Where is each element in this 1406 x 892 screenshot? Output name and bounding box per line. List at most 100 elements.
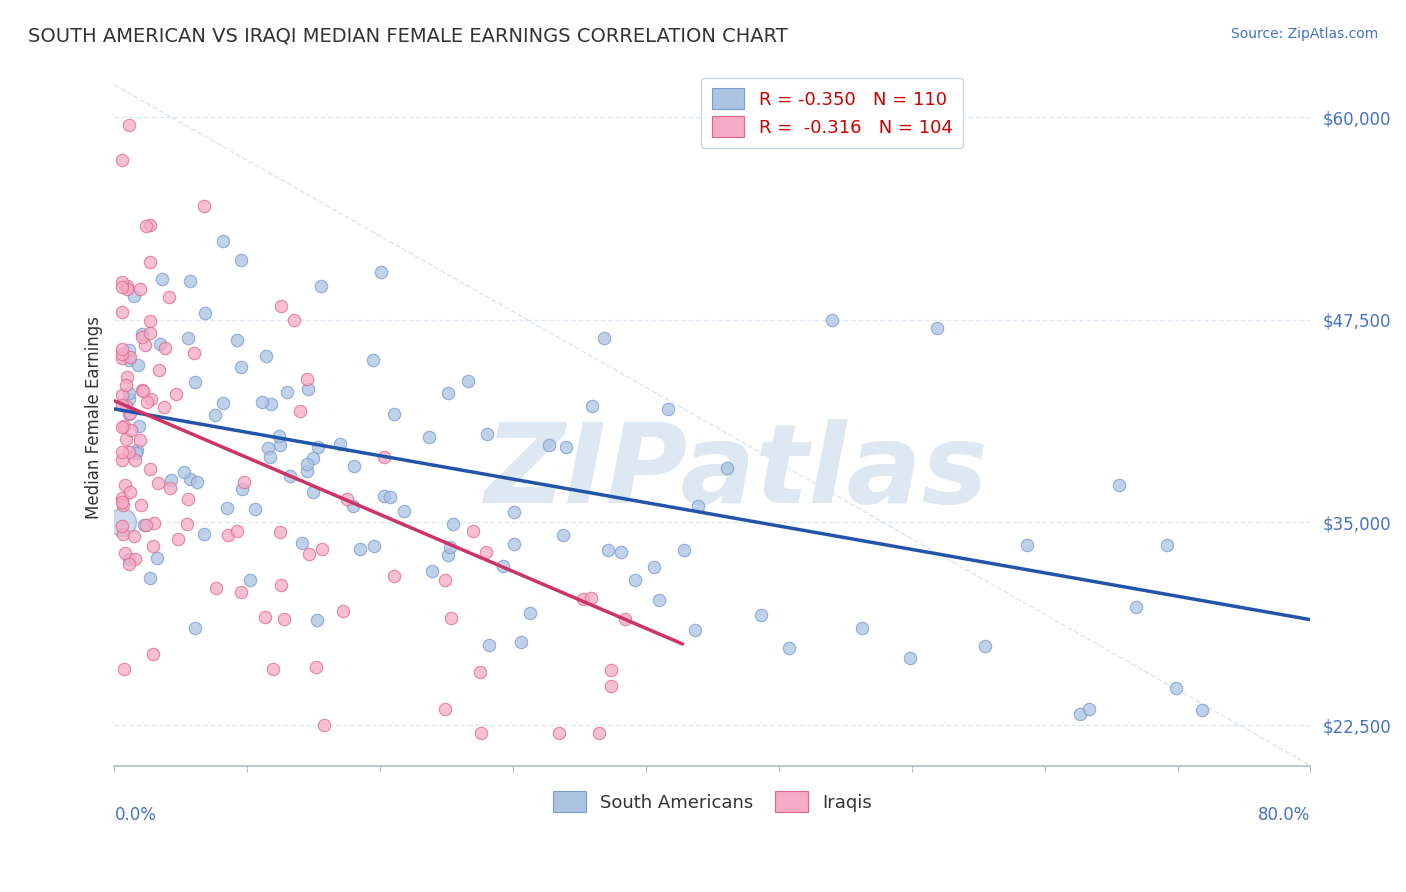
Point (204, 409, 226, 423)
Point (474, 545, 496, 559)
Point (257, 441, 280, 455)
Point (439, 540, 461, 554)
Point (302, 450, 325, 465)
Point (118, 353, 141, 368)
Point (118, 557, 141, 571)
Point (270, 577, 292, 591)
Point (124, 453, 146, 467)
Point (115, 281, 138, 295)
Point (146, 476, 169, 491)
Point (290, 536, 312, 550)
Point (269, 429, 291, 443)
Point (440, 610, 463, 624)
Point (232, 475, 254, 489)
Point (139, 314, 162, 328)
Point (112, 527, 135, 541)
Point (253, 610, 276, 624)
Point (311, 278, 333, 293)
Point (254, 350, 277, 364)
Point (307, 440, 329, 454)
Point (139, 218, 162, 232)
Point (821, 312, 844, 326)
Point (420, 564, 443, 578)
Point (1125, 599, 1147, 614)
Point (378, 490, 401, 504)
Point (111, 351, 134, 366)
Point (1108, 477, 1130, 491)
Point (142, 648, 165, 662)
Point (122, 529, 145, 543)
Point (111, 398, 134, 412)
Point (643, 559, 665, 574)
Point (111, 453, 134, 467)
Point (160, 473, 183, 487)
Point (307, 613, 329, 627)
Point (153, 341, 176, 355)
Point (129, 498, 152, 512)
Point (111, 388, 134, 402)
Point (111, 342, 134, 356)
Point (898, 651, 921, 665)
Y-axis label: Median Female Earnings: Median Female Earnings (86, 316, 103, 518)
Text: SOUTH AMERICAN VS IRAQI MEDIAN FEMALE EARNINGS CORRELATION CHART: SOUTH AMERICAN VS IRAQI MEDIAN FEMALE EA… (28, 27, 787, 45)
Point (925, 321, 948, 335)
Point (297, 382, 319, 396)
Point (118, 343, 141, 357)
Point (593, 331, 616, 345)
Point (648, 593, 671, 607)
Point (150, 272, 173, 286)
Point (136, 395, 159, 409)
Point (269, 525, 291, 540)
Point (657, 401, 679, 416)
Point (278, 469, 301, 483)
Point (114, 478, 136, 492)
Point (111, 276, 134, 290)
Point (596, 543, 619, 558)
Point (212, 395, 235, 409)
Point (312, 718, 335, 732)
Point (1191, 703, 1213, 717)
Point (118, 407, 141, 421)
Point (270, 299, 292, 313)
Text: 0.0%: 0.0% (114, 806, 156, 824)
Point (139, 571, 162, 585)
Point (373, 489, 395, 503)
Point (336, 491, 359, 506)
Point (112, 662, 135, 676)
Point (343, 458, 366, 473)
Point (226, 333, 249, 347)
Point (166, 533, 188, 547)
Point (115, 278, 138, 293)
Point (179, 274, 201, 288)
Point (311, 542, 333, 557)
Point (118, 350, 141, 364)
Point (778, 640, 800, 655)
Point (1156, 538, 1178, 552)
Point (463, 524, 485, 538)
Point (373, 450, 395, 465)
Point (173, 465, 195, 479)
Point (973, 639, 995, 653)
Point (457, 375, 479, 389)
Point (519, 606, 541, 620)
Point (600, 663, 623, 677)
Point (111, 491, 134, 505)
Point (295, 464, 318, 478)
Point (146, 551, 169, 566)
Point (193, 199, 215, 213)
Text: ZIPatlas: ZIPatlas (485, 419, 988, 526)
Point (115, 432, 138, 446)
Point (111, 153, 134, 167)
Point (370, 265, 392, 279)
Point (283, 312, 305, 326)
Point (302, 485, 325, 500)
Point (111, 347, 134, 361)
Point (851, 621, 873, 635)
Point (492, 558, 515, 573)
Point (115, 377, 138, 392)
Point (177, 492, 200, 507)
Point (125, 443, 148, 458)
Point (111, 516, 134, 530)
Point (129, 281, 152, 295)
Point (579, 591, 602, 606)
